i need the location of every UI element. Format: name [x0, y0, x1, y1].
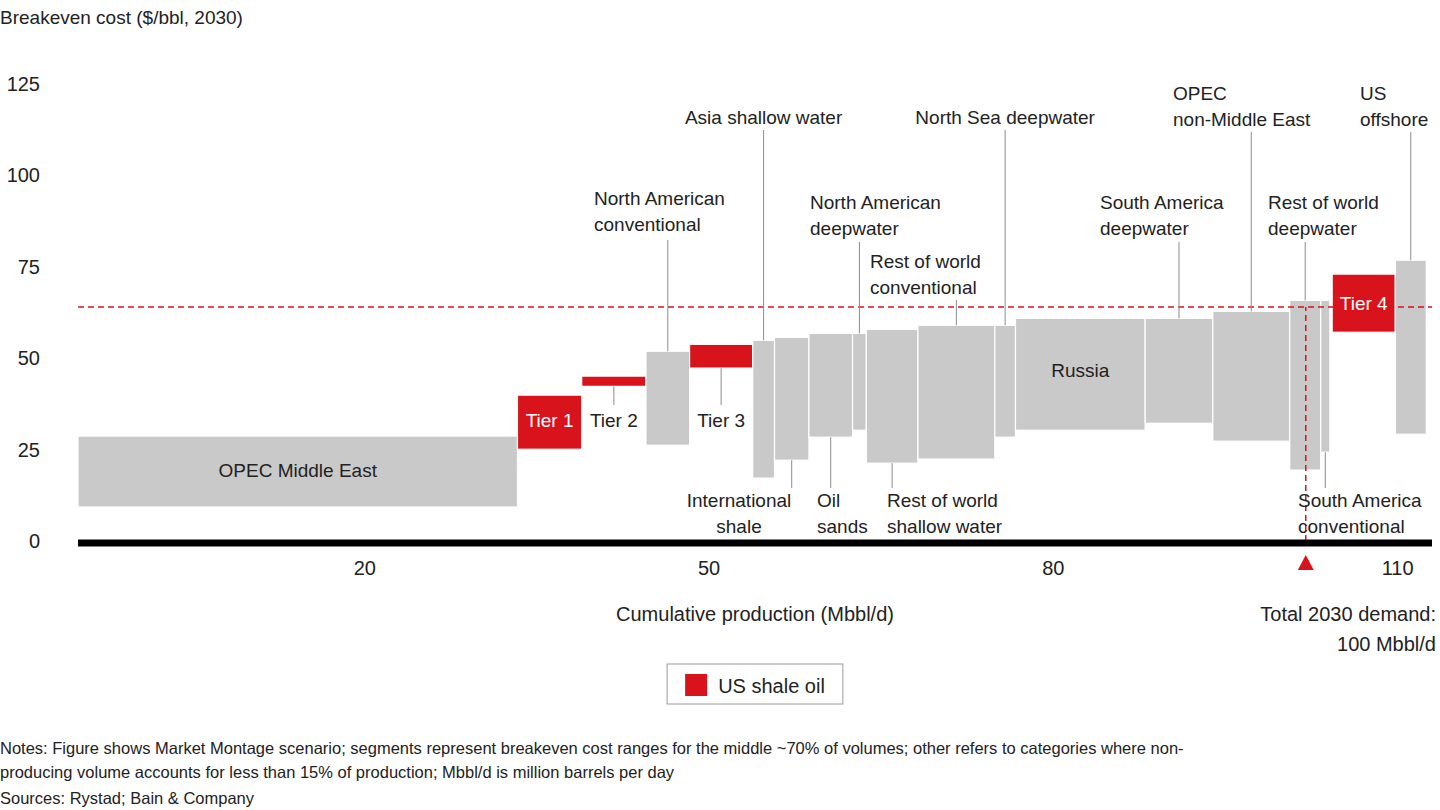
segment-label: International — [687, 490, 792, 511]
segment-label: North American — [594, 188, 725, 209]
segment-label: Rest of world — [870, 251, 981, 272]
segment-label: deepwater — [1100, 218, 1189, 239]
notes: Notes: Figure shows Market Montage scena… — [0, 739, 1184, 757]
leader-line — [859, 242, 860, 333]
leader-line — [1005, 130, 1006, 325]
segment-label: Russia — [1051, 360, 1110, 381]
cost-segment — [775, 337, 809, 460]
cost-segment — [1213, 311, 1290, 441]
segment-label: Tier 4 — [1340, 293, 1388, 314]
leader-line — [956, 300, 957, 325]
cost-segment — [1332, 274, 1395, 332]
leader-line — [1251, 132, 1252, 311]
demand-label: Total 2030 demand: — [1260, 603, 1436, 625]
segment-label: US — [1360, 83, 1386, 104]
segment-label: Tier 2 — [590, 410, 638, 431]
segment-label: shallow water — [887, 516, 1003, 537]
x-tick-label: 20 — [354, 557, 376, 579]
leader-line — [830, 437, 831, 488]
x-tick-label: 80 — [1042, 557, 1064, 579]
y-tick-label: 25 — [18, 439, 40, 461]
chart: Breakeven cost ($/bbl, 2030) 0 25 50 75 100 12… — [0, 0, 1440, 810]
segment-label: deepwater — [810, 218, 899, 239]
legend-label: US shale oil — [718, 675, 825, 697]
cost-segment — [1395, 260, 1426, 434]
leader-line — [791, 460, 792, 488]
marks — [78, 260, 1432, 541]
segment-labels: OPEC Middle East Tier 1 Tier 2 North Americ… — [219, 83, 1429, 537]
segment-label: OPEC Middle East — [219, 460, 378, 481]
leader-line — [1325, 452, 1326, 488]
demand-marker — [1298, 555, 1314, 570]
cost-segment — [1321, 300, 1330, 452]
leader-line — [613, 386, 614, 405]
leader-line — [667, 240, 668, 351]
segment-label: Rest of world — [1268, 192, 1379, 213]
cost-segment — [1145, 318, 1213, 423]
segment-label: North Sea deepwater — [915, 107, 1095, 128]
segment-label: South America — [1100, 192, 1224, 213]
cost-segment — [1015, 318, 1145, 430]
segment-label: North American — [810, 192, 941, 213]
x-tick-label: 110 — [1382, 557, 1414, 579]
x-axis-title: Cumulative production (Mbbl/d) — [616, 603, 894, 625]
cost-segment — [646, 351, 690, 445]
cost-segment — [582, 376, 646, 386]
legend-swatch — [685, 674, 707, 696]
segment-label: sands — [817, 516, 868, 537]
segment-label: non-Middle East — [1173, 109, 1311, 130]
segment-label: shale — [716, 516, 761, 537]
cost-segment — [866, 329, 918, 463]
leader-line — [1178, 242, 1179, 318]
segment-label: Oil — [817, 490, 840, 511]
leader-line — [721, 368, 722, 405]
leader-line — [1305, 242, 1306, 300]
segment-label: OPEC — [1173, 83, 1227, 104]
segment-label: Tier 1 — [526, 410, 574, 431]
y-tick-label: 75 — [18, 256, 40, 278]
segment-label: offshore — [1360, 109, 1428, 130]
cost-segment — [517, 395, 581, 449]
segment-label: conventional — [594, 214, 701, 235]
y-axis-title: Breakeven cost ($/bbl, 2030) — [0, 7, 243, 28]
segment-label: Tier 3 — [697, 410, 745, 431]
segment-label: conventional — [1298, 516, 1405, 537]
y-tick-label: 0 — [29, 530, 40, 552]
notes: producing volume accounts for less than … — [0, 763, 675, 781]
y-tick-label: 50 — [18, 347, 40, 369]
legend-box — [667, 664, 843, 704]
leader-line — [763, 130, 764, 340]
segment-label: conventional — [870, 277, 977, 298]
cost-segment — [995, 325, 1016, 437]
cost-segment — [809, 333, 853, 437]
cost-segment — [78, 436, 517, 507]
y-tick-label: 100 — [7, 164, 40, 186]
cost-segment — [690, 344, 753, 368]
leader-line — [892, 463, 893, 488]
reference-line — [78, 306, 1432, 308]
cost-segment — [753, 340, 775, 478]
source: Sources: Rystad; Bain & Company — [0, 789, 255, 807]
segment-label: Rest of world — [887, 490, 998, 511]
cost-segment — [853, 333, 867, 430]
y-tick-label: 125 — [7, 73, 40, 95]
demand-label: 100 Mbbl/d — [1337, 633, 1436, 655]
segment-label: Asia shallow water — [685, 107, 843, 128]
segment-label: South America — [1298, 490, 1422, 511]
leader-line — [1410, 132, 1411, 260]
legend: US shale oil — [667, 664, 843, 704]
x-axis-line — [78, 540, 1432, 547]
segment-label: deepwater — [1268, 218, 1357, 239]
x-tick-label: 50 — [698, 557, 720, 579]
cost-segment — [918, 325, 995, 459]
